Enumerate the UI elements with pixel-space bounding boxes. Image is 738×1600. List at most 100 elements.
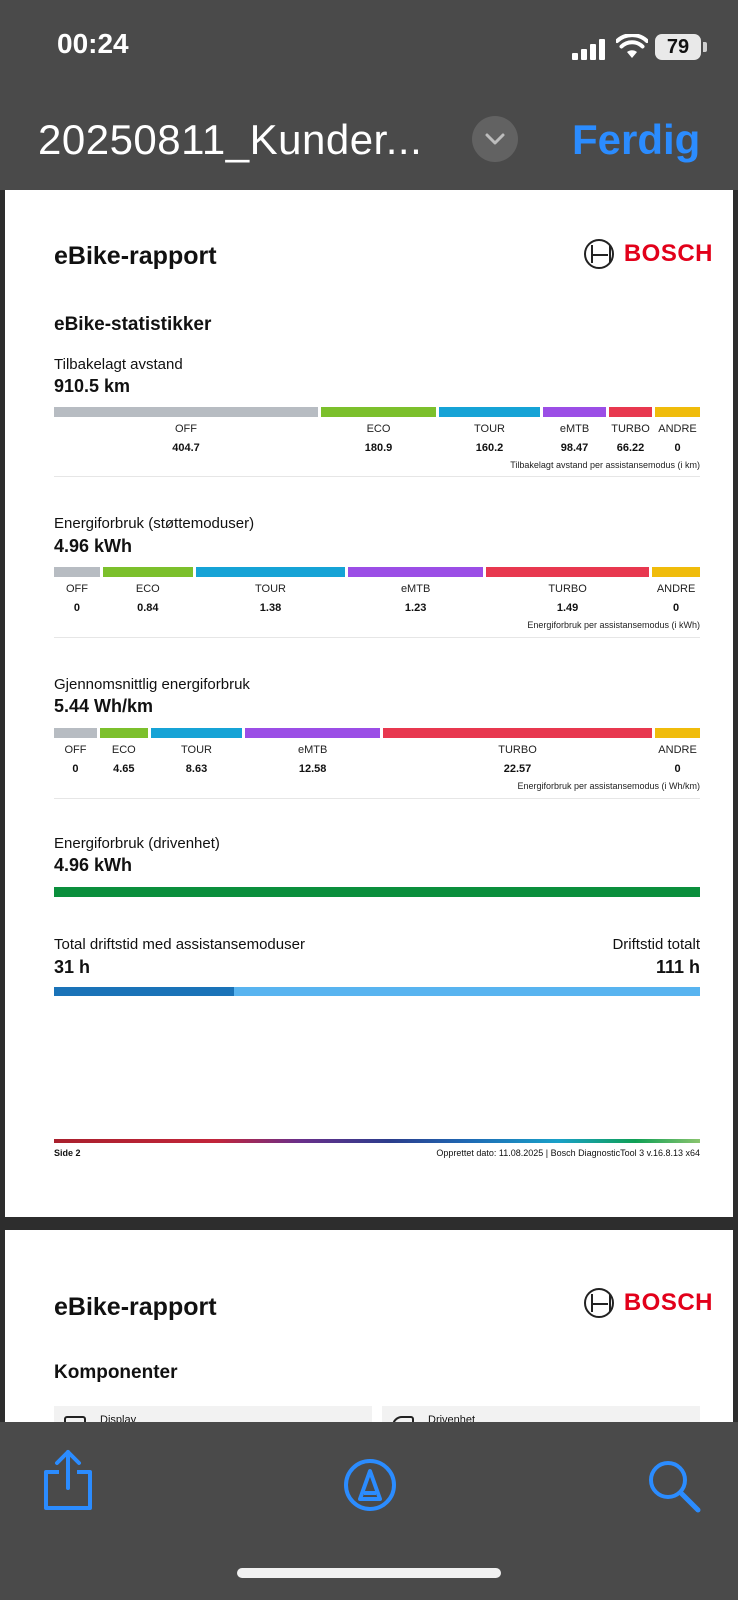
mode-value: 1.49 (556, 602, 579, 614)
divider (54, 476, 700, 477)
bar-segment-off (54, 728, 97, 738)
mode-label: ANDRE (656, 583, 696, 595)
mode-label: ANDRE (658, 423, 697, 435)
avg-energy-mode-values: 0 4.65 8.63 12.58 22.57 0 (54, 763, 700, 775)
mode-label: eMTB (559, 423, 590, 435)
energy-mode-labels: OFF ECO TOUR eMTB TURBO ANDRE (54, 583, 700, 595)
drive-energy-label: Energiforbruk (drivenhet) (54, 835, 220, 852)
bar-segment-emtb (348, 567, 484, 577)
mode-label: OFF (175, 423, 197, 435)
total-runtime-label: Driftstid totalt (612, 936, 700, 953)
energy-modes-label: Energiforbruk (støttemoduser) (54, 515, 255, 532)
cellular-signal-icon (572, 38, 606, 60)
bar-segment-andre (652, 567, 700, 577)
energy-mode-values: 0 0.84 1.38 1.23 1.49 0 (54, 602, 700, 614)
share-icon[interactable] (40, 1448, 96, 1512)
footer-color-strip (54, 1139, 700, 1143)
mode-value: 0.84 (137, 602, 159, 614)
mode-label: ECO (111, 744, 136, 756)
bosch-armature-icon (583, 239, 614, 269)
nav-bar (0, 100, 738, 190)
mode-value: 0 (72, 763, 79, 775)
mode-label: ANDRE (658, 744, 697, 756)
bosch-armature-icon (583, 1288, 614, 1318)
mode-label: ECO (366, 423, 391, 435)
bar-segment-eco (102, 567, 193, 577)
mode-label: TURBO (611, 423, 650, 435)
distance-note: Tilbakelagt avstand per assistansemodus … (510, 460, 700, 470)
divider (54, 637, 700, 638)
drive-energy-bar (54, 887, 700, 897)
bosch-wordmark: BOSCH (623, 1289, 713, 1316)
bosch-logo: BOSCH (583, 1288, 713, 1318)
report-page-2: eBike-rapport BOSCH eBike-statistikker T… (5, 190, 733, 1217)
distance-value: 910.5 km (54, 376, 131, 396)
mode-value: 4.65 (113, 763, 135, 775)
avg-energy-mode-labels: OFF ECO TOUR eMTB TURBO ANDRE (54, 744, 700, 756)
distance-mode-values: 404.7 180.9 160.2 98.47 66.22 0 (54, 442, 700, 454)
bar-segment-andre (655, 728, 700, 738)
mode-label: eMTB (297, 744, 328, 756)
component-card-display[interactable]: Display (54, 1406, 372, 1422)
markup-icon[interactable] (343, 1458, 397, 1512)
energy-mode-bar (54, 567, 700, 577)
report-title: eBike-rapport (54, 242, 217, 270)
home-indicator[interactable] (237, 1568, 501, 1578)
battery-indicator: 79 (655, 34, 701, 60)
assist-runtime-value: 31 h (54, 957, 91, 977)
mode-value: 22.57 (503, 763, 532, 775)
distance-label: Tilbakelagt avstand (54, 356, 183, 373)
avg-energy-mode-bar (54, 728, 700, 738)
mode-label: TURBO (498, 744, 537, 756)
bosch-logo: BOSCH (583, 239, 713, 269)
bar-segment-tour (150, 728, 243, 738)
mode-label: ECO (135, 583, 160, 595)
bar-segment-eco (99, 728, 148, 738)
component-label: Drivenhet (428, 1414, 476, 1422)
mode-value: 180.9 (364, 442, 393, 454)
mode-label: TURBO (548, 583, 587, 595)
wifi-icon (616, 34, 648, 58)
mode-value: 0 (674, 763, 681, 775)
bar-segment-tour (195, 567, 346, 577)
bar-segment-emtb (543, 407, 606, 417)
done-button[interactable]: Ferdig (572, 116, 701, 163)
mode-label: OFF (65, 583, 88, 595)
distance-mode-labels: OFF ECO TOUR eMTB TURBO ANDRE (54, 423, 700, 435)
chevron-down-icon (485, 133, 505, 145)
total-runtime-value: 111 h (655, 957, 700, 977)
document-title[interactable]: 20250811_Kunder... (38, 116, 423, 163)
mode-value: 66.22 (616, 442, 645, 454)
bar-segment-tour (439, 407, 540, 417)
avg-energy-value: 5.44 Wh/km (54, 696, 154, 716)
runtime-bar (54, 987, 700, 996)
avg-energy-note: Energiforbruk per assistansemodus (i Wh/… (517, 781, 700, 791)
created-date: Opprettet dato: 11.08.2025 | Bosch Diagn… (436, 1148, 700, 1158)
mode-value: 98.47 (560, 442, 589, 454)
mode-value: 0 (73, 602, 81, 614)
mode-value: 1.38 (259, 602, 282, 614)
report-page-3: eBike-rapport BOSCH Komponenter (5, 1230, 733, 1422)
distance-mode-bar (54, 407, 700, 417)
search-icon[interactable] (646, 1458, 702, 1514)
battery-nub (703, 42, 707, 52)
bar-segment-emtb (245, 728, 380, 738)
component-card-drive-unit[interactable]: Drivenhet (382, 1406, 700, 1422)
section-title: eBike-statistikker (54, 314, 212, 335)
bar-segment-turbo (486, 567, 650, 577)
mode-label: OFF (64, 744, 87, 756)
mode-value: 12.58 (298, 763, 327, 775)
runtime-bar-fill (54, 987, 235, 996)
mode-value: 404.7 (172, 442, 200, 454)
component-label: Display (100, 1414, 137, 1422)
mode-label: TOUR (255, 583, 286, 595)
drive-unit-icon (392, 1416, 414, 1422)
assist-runtime-label: Total driftstid med assistansemoduser (54, 936, 305, 953)
mode-label: eMTB (400, 583, 431, 595)
mode-value: 8.63 (185, 763, 208, 775)
bar-segment-off (54, 407, 318, 417)
bar-segment-turbo (382, 728, 653, 738)
document-viewer[interactable]: eBike-rapport BOSCH eBike-statistikker T… (0, 190, 738, 1422)
title-menu-button[interactable] (472, 116, 518, 162)
mode-label: TOUR (181, 744, 212, 756)
